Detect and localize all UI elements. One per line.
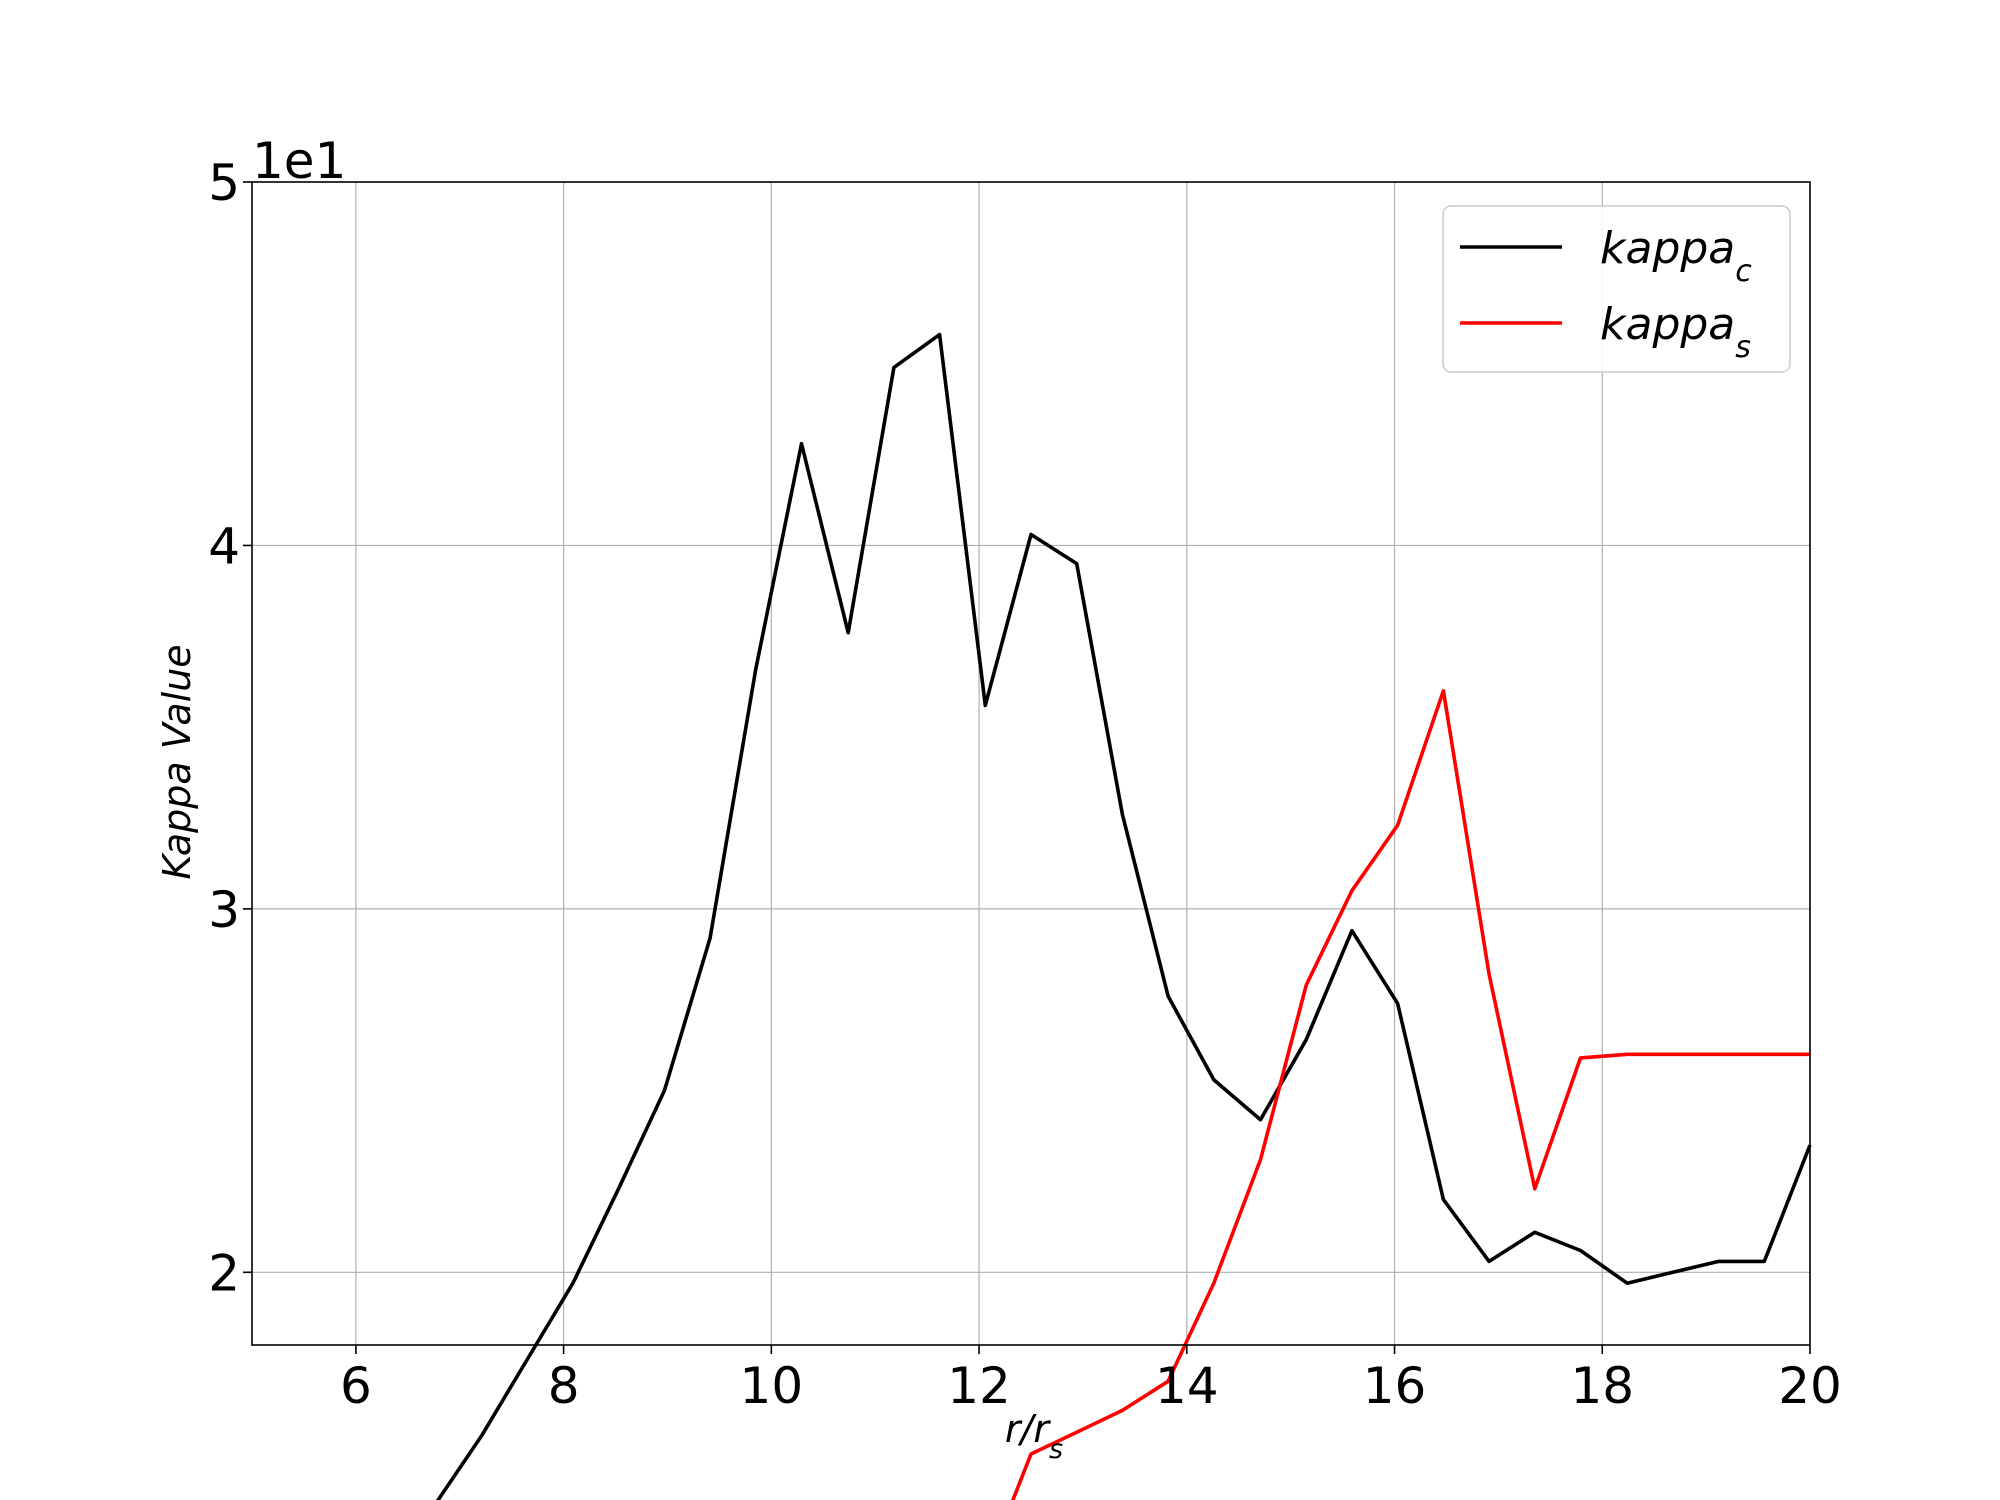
legend-label-kappa-c-name: kappa: [1600, 223, 1735, 274]
x-tick-label: 6: [340, 1357, 372, 1415]
x-tick-label: 14: [1155, 1357, 1219, 1415]
y-axis-label: Kappa Value: [155, 644, 199, 879]
y-offset-text: 1e1: [252, 132, 346, 190]
x-axis-label-sub: s: [1049, 1434, 1063, 1465]
plot-frame: [251, 181, 1811, 1346]
legend-label-kappa-s: kappas: [1600, 299, 1751, 365]
y-tick-label: 2: [208, 1244, 240, 1302]
x-axis-label: r/rs: [1005, 1407, 1063, 1465]
series-layer: [435, 332, 1812, 1500]
y-tick-label: 5: [208, 154, 240, 212]
x-tick-label: 16: [1363, 1357, 1427, 1415]
x-tick-label: 20: [1778, 1357, 1842, 1415]
x-tick-label: 8: [548, 1357, 580, 1415]
series-line-kappa-s: [1010, 688, 1810, 1500]
legend-label-kappa-c-sub: c: [1735, 254, 1752, 289]
x-axis-label-base: r/r: [1005, 1407, 1051, 1451]
legend-label-kappa-s-name: kappa: [1600, 299, 1735, 350]
legend: kappac kappas: [1442, 205, 1791, 373]
x-tick-label: 18: [1570, 1357, 1634, 1415]
y-tick-label: 3: [208, 881, 240, 939]
series-line-kappa-c: [435, 332, 1812, 1500]
x-tick-label: 12: [947, 1357, 1011, 1415]
ticks: 6810121416182012345: [208, 154, 1842, 1415]
x-tick-label: 10: [740, 1357, 804, 1415]
legend-label-kappa-s-sub: s: [1735, 330, 1751, 365]
y-tick-label: 4: [208, 517, 240, 575]
legend-label-kappa-c: kappac: [1600, 223, 1752, 289]
